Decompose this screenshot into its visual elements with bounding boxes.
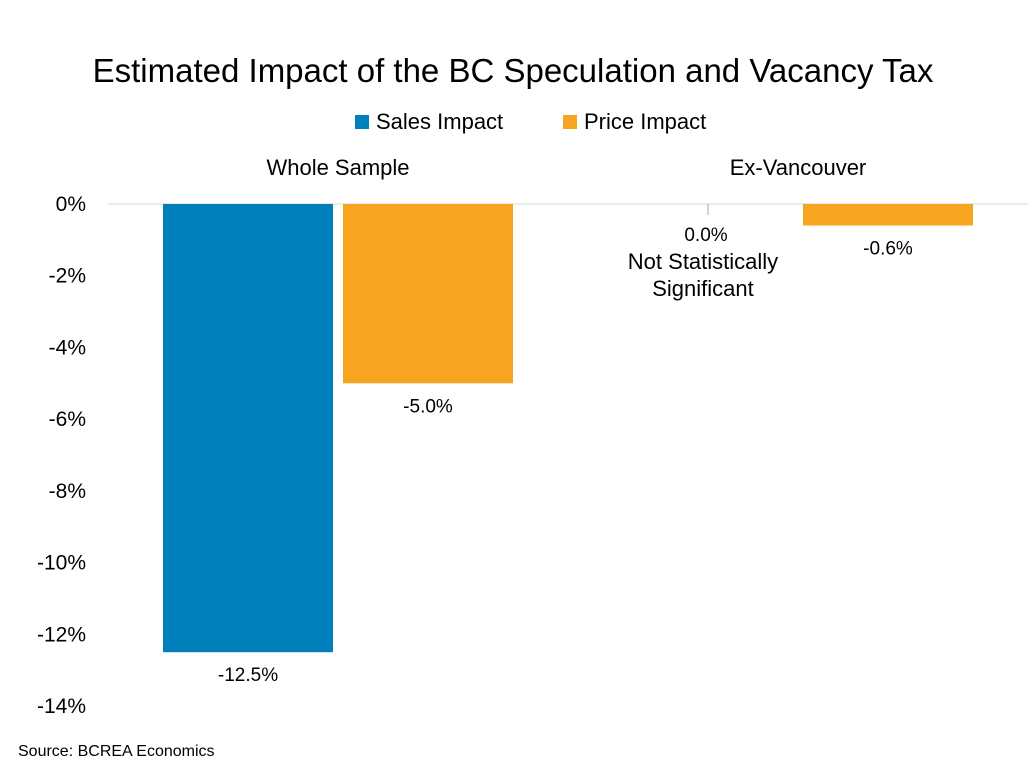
data-label: 0.0% bbox=[684, 225, 727, 246]
category-label: Whole Sample bbox=[266, 155, 409, 180]
y-tick-label: -10% bbox=[37, 552, 86, 575]
legend-label: Price Impact bbox=[584, 109, 706, 134]
y-tick-label: -8% bbox=[49, 480, 86, 503]
chart-title: Estimated Impact of the BC Speculation a… bbox=[93, 52, 934, 89]
bar bbox=[803, 204, 973, 226]
bar bbox=[343, 204, 513, 384]
annotation-text: Significant bbox=[652, 276, 754, 301]
y-tick-label: -2% bbox=[49, 265, 86, 288]
y-tick-label: -6% bbox=[49, 408, 86, 431]
y-tick-label: -14% bbox=[37, 695, 86, 718]
bars bbox=[163, 204, 973, 653]
data-label: -12.5% bbox=[218, 665, 278, 686]
bar bbox=[163, 204, 333, 653]
legend: Sales Impact Price Impact bbox=[355, 109, 706, 134]
data-label: -5.0% bbox=[403, 396, 453, 417]
legend-label: Sales Impact bbox=[376, 109, 503, 134]
data-label: -0.6% bbox=[863, 239, 913, 260]
category-label: Ex-Vancouver bbox=[730, 155, 867, 180]
annotation-text: Not Statistically bbox=[628, 249, 778, 274]
y-axis: 0% -2% -4% -6% -8% -10% -12% -14% bbox=[37, 193, 86, 718]
legend-swatch bbox=[355, 115, 369, 129]
data-labels: -12.5% -5.0% 0.0% -0.6% bbox=[218, 204, 913, 686]
legend-swatch bbox=[563, 115, 577, 129]
y-tick-label: -4% bbox=[49, 336, 86, 359]
y-tick-label: 0% bbox=[56, 193, 86, 216]
category-labels: Whole Sample Ex-Vancouver bbox=[266, 155, 866, 180]
y-tick-label: -12% bbox=[37, 623, 86, 646]
source-note: Source: BCREA Economics bbox=[18, 743, 215, 760]
